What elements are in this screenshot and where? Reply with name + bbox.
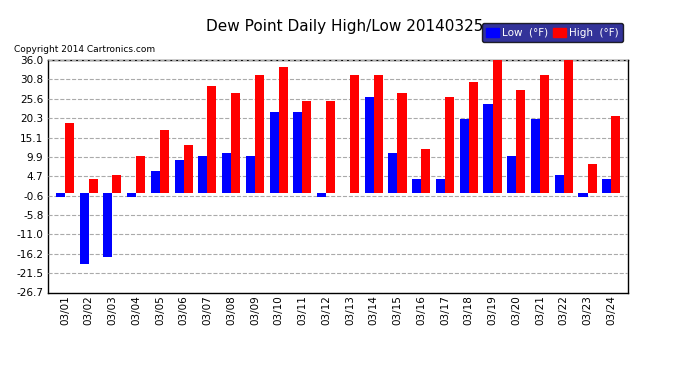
Bar [79, 194, 89, 264]
Legend: Low  (°F), High  (°F): Low (°F), High (°F) [482, 23, 622, 42]
Text: Dew Point Daily High/Low 20140325: Dew Point Daily High/Low 20140325 [206, 19, 484, 34]
Bar [317, 194, 326, 197]
Bar [421, 149, 431, 194]
Text: Copyright 2014 Cartronics.com: Copyright 2014 Cartronics.com [14, 45, 155, 54]
Bar [151, 171, 160, 194]
Bar [611, 116, 620, 194]
Bar [397, 93, 406, 194]
Bar [293, 112, 302, 194]
Bar [208, 86, 217, 194]
Bar [270, 112, 279, 194]
Bar [602, 178, 611, 194]
Bar [175, 160, 184, 194]
Bar [578, 194, 587, 197]
Bar [160, 130, 169, 194]
Bar [231, 93, 240, 194]
Bar [493, 60, 502, 194]
Bar [56, 194, 65, 197]
Bar [412, 178, 421, 194]
Bar [460, 119, 469, 194]
Bar [112, 175, 121, 194]
Bar [587, 164, 597, 194]
Bar [516, 90, 525, 194]
Bar [484, 105, 493, 194]
Bar [65, 123, 74, 194]
Bar [302, 101, 311, 194]
Bar [436, 178, 445, 194]
Bar [104, 194, 112, 256]
Bar [350, 75, 359, 194]
Bar [365, 97, 374, 194]
Bar [564, 60, 573, 194]
Bar [555, 175, 564, 194]
Bar [374, 75, 383, 194]
Bar [136, 156, 145, 194]
Bar [388, 153, 397, 194]
Bar [531, 119, 540, 194]
Bar [507, 156, 516, 194]
Bar [255, 75, 264, 194]
Bar [127, 194, 136, 197]
Bar [326, 101, 335, 194]
Bar [445, 97, 454, 194]
Bar [246, 156, 255, 194]
Bar [199, 156, 208, 194]
Bar [540, 75, 549, 194]
Bar [222, 153, 231, 194]
Bar [184, 145, 193, 194]
Bar [89, 178, 98, 194]
Bar [469, 82, 477, 194]
Bar [279, 68, 288, 194]
